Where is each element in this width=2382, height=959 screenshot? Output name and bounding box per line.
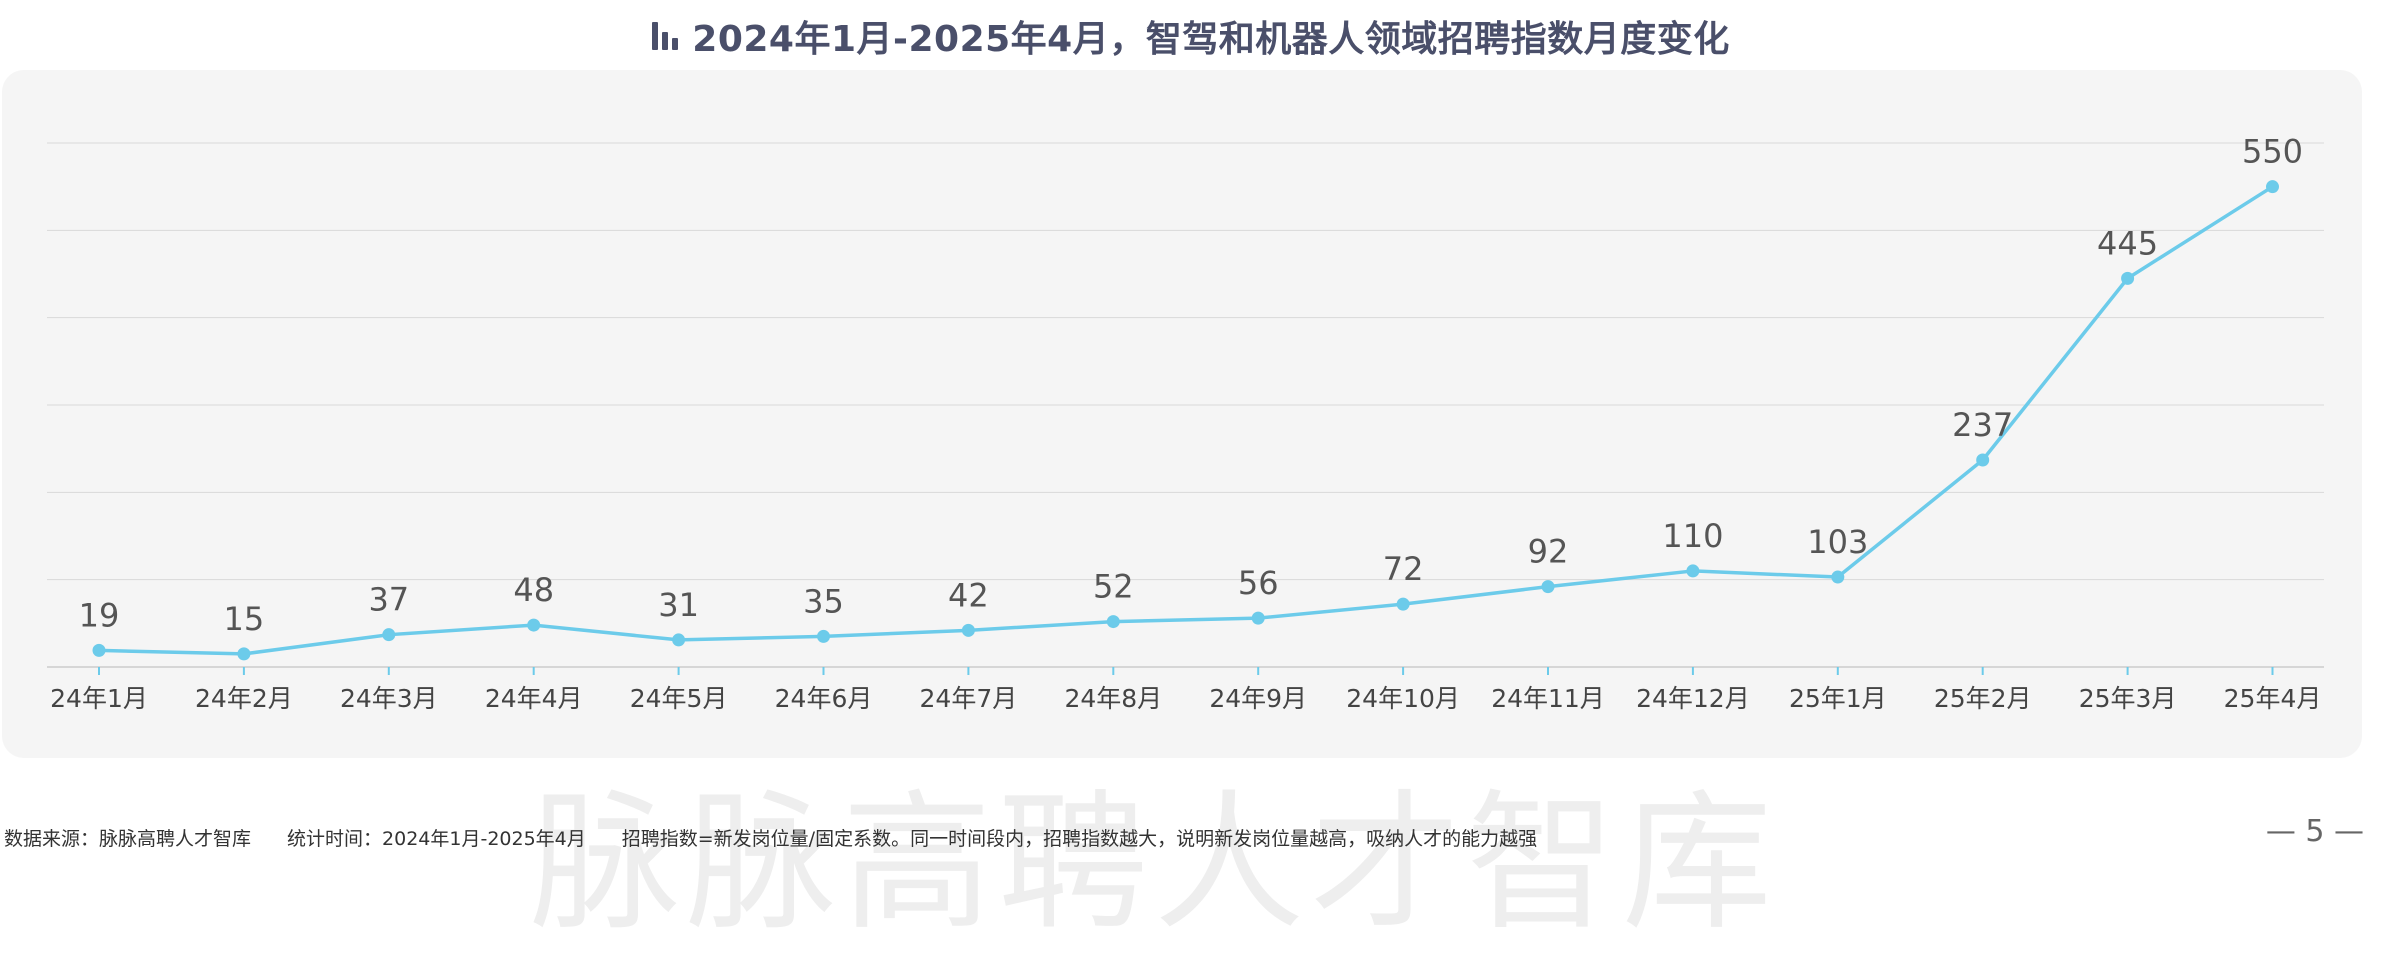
- bar-chart-icon: [652, 22, 679, 50]
- data-label: 445: [2097, 224, 2158, 262]
- index-note: 招聘指数=新发岗位量/固定系数。同一时间段内，招聘指数越大，说明新发岗位量越高，…: [621, 827, 1538, 850]
- data-point: [1106, 615, 1120, 629]
- page-number: — 5 —: [2265, 814, 2364, 849]
- data-label: 550: [2242, 133, 2303, 171]
- footer: 数据来源：脉脉高聘人才智库 统计时间：2024年1月-2025年4月 招聘指数=…: [4, 822, 1537, 852]
- x-tick-label: 24年11月: [1491, 684, 1605, 713]
- x-tick-label: 24年5月: [630, 684, 728, 713]
- x-tick-label: 25年1月: [1789, 684, 1887, 713]
- data-point: [382, 628, 396, 642]
- data-point: [237, 647, 251, 661]
- data-label: 237: [1952, 406, 2013, 444]
- chart-panel: 24年1月 24年2月 24年3月 24年4月 24年5月 24年6月 24年7月 24年8月…: [2, 70, 2362, 758]
- data-point: [92, 643, 106, 657]
- data-label: 19: [79, 596, 120, 634]
- data-label: 42: [948, 576, 989, 614]
- data-label: 52: [1093, 568, 1134, 606]
- x-tick-label: 25年4月: [2224, 684, 2322, 713]
- data-label: 15: [224, 600, 265, 638]
- data-point: [1831, 570, 1845, 584]
- series-line: [97, 184, 2275, 656]
- data-label: 103: [1807, 523, 1868, 561]
- data-point: [1976, 453, 1990, 467]
- line-chart: 24年1月 24年2月 24年3月 24年4月 24年5月 24年6月 24年7月 24年8月…: [47, 133, 2324, 713]
- x-tick-label: 24年1月: [50, 684, 148, 713]
- data-point: [1251, 611, 1265, 625]
- chart-title: 2024年1月-2025年4月，智驾和机器人领域招聘指数月度变化: [692, 19, 1730, 60]
- data-label: 56: [1238, 564, 1279, 602]
- data-point: [961, 623, 975, 637]
- data-source: 数据来源：脉脉高聘人才智库: [4, 827, 252, 850]
- x-tick-label: 24年6月: [775, 684, 873, 713]
- x-tick-label: 25年2月: [1934, 684, 2032, 713]
- x-tick-label: 24年3月: [340, 684, 438, 713]
- data-label: 110: [1662, 517, 1723, 555]
- data-point: [2121, 271, 2135, 285]
- stat-period: 统计时间：2024年1月-2025年4月: [287, 827, 586, 850]
- data-point: [1396, 597, 1410, 611]
- x-tick-label: 24年9月: [1209, 684, 1307, 713]
- data-label: 48: [513, 571, 554, 609]
- data-label: 31: [658, 586, 699, 624]
- x-tick-label: 24年7月: [920, 684, 1018, 713]
- data-point: [672, 633, 686, 647]
- x-tick-label: 24年8月: [1064, 684, 1162, 713]
- data-label: 72: [1383, 550, 1424, 588]
- data-point: [817, 629, 830, 643]
- x-tick-label: 24年12月: [1636, 684, 1750, 713]
- x-tick-label: 24年10月: [1346, 684, 1460, 713]
- data-point: [1686, 564, 1700, 578]
- data-label: 37: [368, 581, 409, 619]
- data-label: 35: [803, 582, 844, 620]
- data-point: [527, 618, 541, 632]
- chart-title-row: 2024年1月-2025年4月，智驾和机器人领域招聘指数月度变化: [0, 8, 2382, 64]
- x-tick-label: 24年4月: [485, 684, 583, 713]
- x-tick-label: 24年2月: [195, 684, 293, 713]
- data-label: 92: [1528, 533, 1569, 571]
- data-point: [2266, 180, 2279, 194]
- x-tick-label: 25年3月: [2079, 684, 2177, 713]
- data-point: [1541, 580, 1555, 594]
